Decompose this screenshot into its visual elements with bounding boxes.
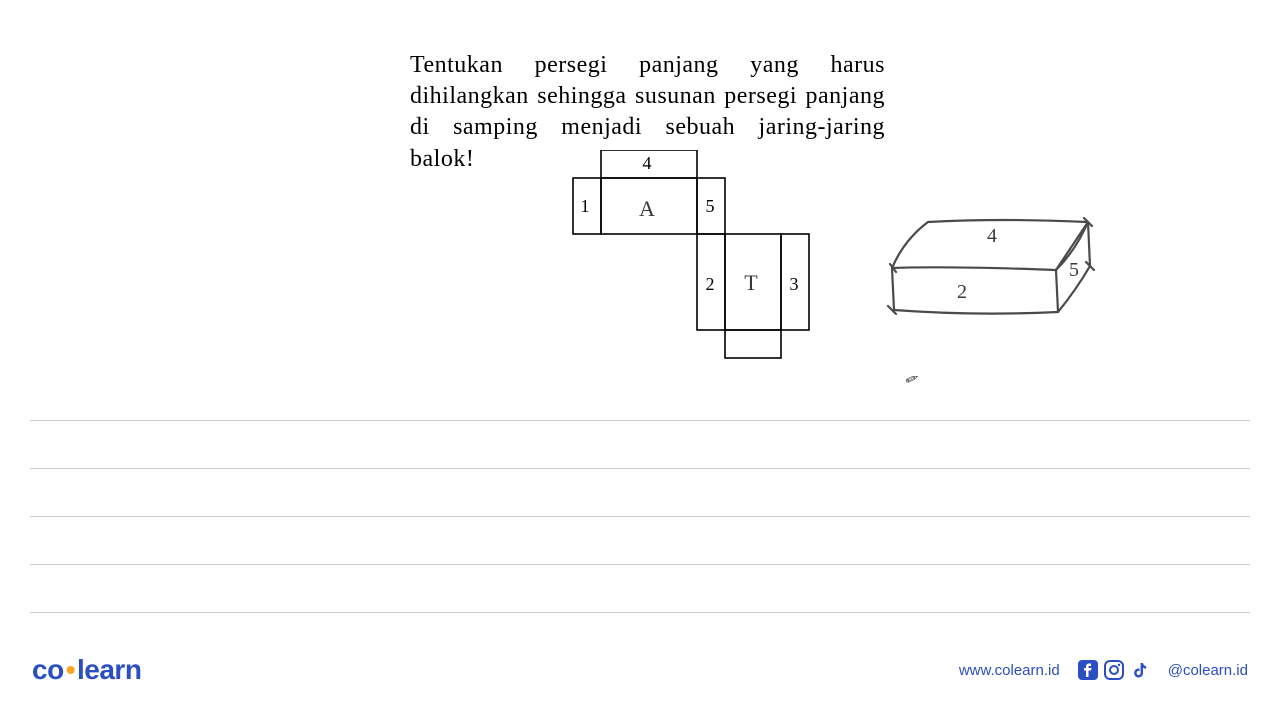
- net-label-5: 5: [706, 196, 715, 216]
- social-handle[interactable]: @colearn.id: [1168, 662, 1248, 679]
- logo-learn: learn: [77, 654, 141, 685]
- instagram-icon[interactable]: [1104, 660, 1124, 680]
- logo: co•learn: [32, 654, 141, 686]
- box3d-label-side: 5: [1069, 259, 1079, 281]
- pen-cursor-mark: ✐: [902, 371, 918, 390]
- ruled-line: [30, 564, 1250, 612]
- footer-right: www.colearn.id @colearn.id: [959, 660, 1248, 680]
- net-label-T: T: [744, 270, 758, 295]
- website-url[interactable]: www.colearn.id: [959, 662, 1060, 679]
- net-label-A: A: [639, 196, 655, 221]
- footer: co•learn www.colearn.id @colearn.id: [0, 645, 1280, 695]
- logo-co: co: [32, 654, 64, 685]
- net-diagram: 4 1 A 5 2 T 3: [565, 150, 815, 370]
- box3d-label-top: 4: [987, 225, 997, 247]
- net-label-2: 2: [706, 274, 715, 294]
- net-label-1: 1: [581, 196, 590, 216]
- ruled-line: [30, 468, 1250, 516]
- box3d-label-front: 2: [957, 281, 967, 303]
- box-3d-sketch: 4 2 5: [880, 210, 1100, 330]
- ruled-lines: [30, 420, 1250, 660]
- logo-dot: •: [66, 654, 75, 685]
- tiktok-icon[interactable]: [1130, 660, 1150, 680]
- net-label-4: 4: [643, 153, 652, 173]
- ruled-line: [30, 516, 1250, 564]
- ruled-line: [30, 420, 1250, 468]
- net-label-3: 3: [790, 274, 799, 294]
- facebook-icon[interactable]: [1078, 660, 1098, 680]
- social-icons: [1078, 660, 1150, 680]
